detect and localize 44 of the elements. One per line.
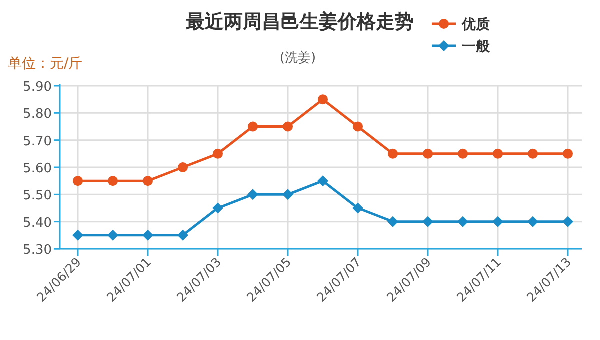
y-tick-label: 5.90	[23, 80, 52, 95]
legend-item: 优质	[432, 17, 490, 33]
y-tick-label: 5.70	[23, 134, 52, 150]
point	[178, 162, 188, 172]
point	[352, 202, 364, 214]
point	[422, 216, 434, 228]
point	[318, 94, 328, 105]
legend-label: 优质	[461, 16, 490, 33]
point	[72, 230, 84, 241]
y-tick-label: 5.60	[23, 162, 52, 176]
legend-label: 一般	[462, 39, 491, 55]
point	[143, 176, 153, 186]
y-tick-label: 5.50	[23, 188, 52, 204]
point	[212, 202, 224, 214]
point	[213, 148, 223, 159]
point	[528, 216, 538, 228]
point	[388, 148, 398, 159]
chart-title: 最近两周昌邑生姜价格走势	[185, 11, 414, 33]
point	[178, 230, 188, 241]
point	[318, 176, 328, 187]
chart-subtitle: (洗姜)	[280, 50, 316, 66]
point	[108, 230, 118, 241]
y-tick-label: 5.30	[23, 243, 52, 258]
point	[562, 216, 574, 228]
point	[388, 216, 398, 228]
y-axis-title: 单位：元/斤	[8, 56, 83, 72]
point	[492, 216, 504, 228]
point	[423, 148, 433, 159]
legend-item: 一般	[432, 39, 490, 55]
point	[528, 148, 538, 159]
point	[73, 176, 83, 186]
point	[493, 148, 503, 159]
point	[142, 230, 154, 241]
point	[282, 189, 294, 200]
y-tick-label: 5.40	[23, 216, 52, 231]
point	[248, 122, 258, 132]
y-tick-label: 5.80	[23, 107, 52, 122]
point	[108, 176, 118, 186]
point	[283, 122, 293, 132]
point	[353, 122, 363, 132]
point	[248, 189, 258, 200]
point	[563, 148, 573, 159]
point	[458, 216, 468, 228]
point	[458, 148, 468, 159]
